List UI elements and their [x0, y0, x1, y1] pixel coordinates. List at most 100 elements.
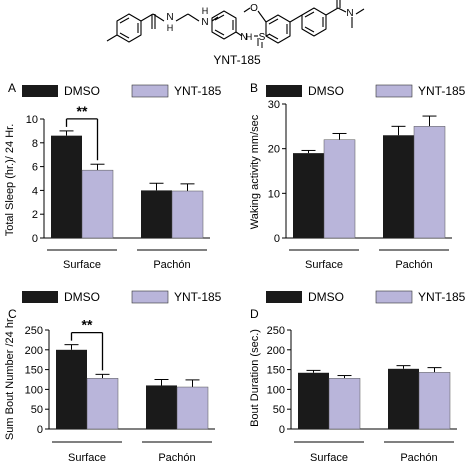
atom-label: N [346, 8, 353, 19]
panel-letter: A [8, 81, 16, 95]
legend-swatch-dmso [266, 85, 302, 97]
legend-label: DMSO [308, 84, 344, 98]
legend-label: DMSO [308, 290, 344, 304]
bar-ynt185 [418, 372, 451, 430]
y-tick-label: 250 [267, 325, 285, 337]
bar-dmso [146, 385, 177, 429]
methyl-bond [106, 34, 118, 42]
panel-letter: C [8, 307, 17, 321]
methoxy-bond [257, 10, 267, 23]
y-axis [287, 329, 292, 430]
legend-label: YNT-185 [174, 84, 222, 98]
atom-label: N [240, 32, 247, 43]
category-label: Pachón [400, 452, 437, 464]
y-axis [45, 329, 50, 430]
atom-label: H [246, 32, 253, 42]
compound-name: YNT-185 [213, 53, 261, 67]
bar-ynt185 [413, 126, 446, 239]
bar-ynt185 [323, 139, 356, 239]
significance-label: ** [82, 317, 93, 333]
y-tick-label: 100 [25, 384, 43, 396]
category-label: Pachón [153, 259, 190, 271]
atom-label: N [166, 12, 173, 23]
y-axis-label: Sum Bout Number /24 hr. [4, 316, 16, 440]
legend-swatch-ynt [131, 84, 169, 98]
chemical-structure [106, 0, 365, 44]
legend: DMSO YNT-185 [22, 84, 222, 98]
y-tick-label: 2 [32, 209, 38, 221]
y-tick-label: 50 [31, 404, 43, 416]
atom-label: S [259, 32, 266, 43]
legend-label: DMSO [64, 84, 100, 98]
atom-label: O [250, 3, 258, 14]
y-tick-label: 6 [32, 162, 38, 174]
category-label: Surface [63, 259, 101, 271]
legend-label: YNT-185 [174, 290, 222, 304]
legend-label: YNT-185 [418, 290, 466, 304]
bar-ynt185 [81, 169, 114, 239]
y-tick-label: 30 [268, 99, 280, 111]
legend-swatch-dmso [22, 291, 58, 303]
y-tick-label: 10 [26, 114, 38, 126]
atom-labels: N H N H N H S O N [166, 3, 353, 43]
bar-dmso [388, 368, 419, 429]
legend-swatch-ynt [375, 290, 413, 304]
y-tick-label: 10 [268, 188, 280, 200]
bar-dmso [293, 153, 324, 238]
y-tick-label: 0 [37, 424, 43, 436]
bar-ynt185 [86, 378, 119, 430]
category-label: Pachón [158, 452, 195, 464]
y-tick-label: 150 [267, 365, 285, 377]
bar-ynt185 [176, 386, 209, 430]
y-tick-label: 0 [32, 233, 38, 245]
y-axis [40, 118, 45, 239]
category-label: Surface [68, 452, 106, 464]
legend-label: YNT-185 [418, 84, 466, 98]
benzene-ring [211, 10, 237, 40]
y-axis-label: Total Sleep (hr.)/ 24 Hr. [4, 124, 16, 237]
y-tick-label: 0 [279, 424, 285, 436]
significance-bracket [70, 332, 104, 371]
y-tick-label: 200 [267, 345, 285, 357]
legend-swatch-dmso [266, 291, 302, 303]
bar-ynt185 [171, 190, 204, 239]
panel-letter: D [250, 307, 259, 321]
bar-ynt185 [328, 378, 361, 430]
atom-label: H [202, 6, 209, 16]
legend: DMSO YNT-185 [266, 290, 466, 304]
y-axis-label: Bout Duration (sec.) [249, 329, 261, 427]
y-axis [282, 103, 287, 239]
atom-label: H [167, 23, 174, 33]
panel-d: D DMSO YNT-185 0 50 100 150 200 250 Bout Duration… [249, 290, 466, 464]
panel-b: B DMSO YNT-185 0 10 20 30 Waking activity mm/se… [249, 81, 466, 271]
atom-label: N [201, 17, 208, 28]
bar-dmso [141, 190, 172, 238]
y-tick-label: 0 [274, 233, 280, 245]
y-tick-label: 150 [25, 365, 43, 377]
significance-label: ** [77, 103, 88, 119]
bar-dmso [298, 372, 329, 429]
y-tick-label: 8 [32, 138, 38, 150]
y-tick-label: 4 [32, 185, 38, 197]
category-label: Surface [305, 259, 343, 271]
sulfonyl-oxygens [257, 38, 263, 48]
legend-swatch-ynt [131, 290, 169, 304]
y-tick-label: 250 [25, 325, 43, 337]
bar-dmso [383, 135, 414, 238]
panel-a: A DMSO YNT-185 0 2 4 6 8 10 Total Sleep (hr.)/ 24… [4, 81, 222, 271]
legend: DMSO YNT-185 [22, 290, 222, 304]
legend-label: DMSO [64, 290, 100, 304]
category-label: Surface [310, 452, 348, 464]
panel-c: C DMSO YNT-185 0 50 100 150 200 250 Sum Bout Numb… [4, 290, 222, 464]
category-label: Pachón [395, 259, 432, 271]
legend-swatch-ynt [375, 84, 413, 98]
significance-bracket [65, 118, 99, 161]
y-tick-label: 200 [25, 345, 43, 357]
bar-dmso [51, 135, 82, 238]
bar-dmso [56, 349, 87, 429]
y-tick-label: 100 [267, 384, 285, 396]
legend-swatch-dmso [22, 85, 58, 97]
y-axis-label: Waking activity mm/sec [249, 114, 261, 229]
panel-letter: B [250, 81, 258, 95]
